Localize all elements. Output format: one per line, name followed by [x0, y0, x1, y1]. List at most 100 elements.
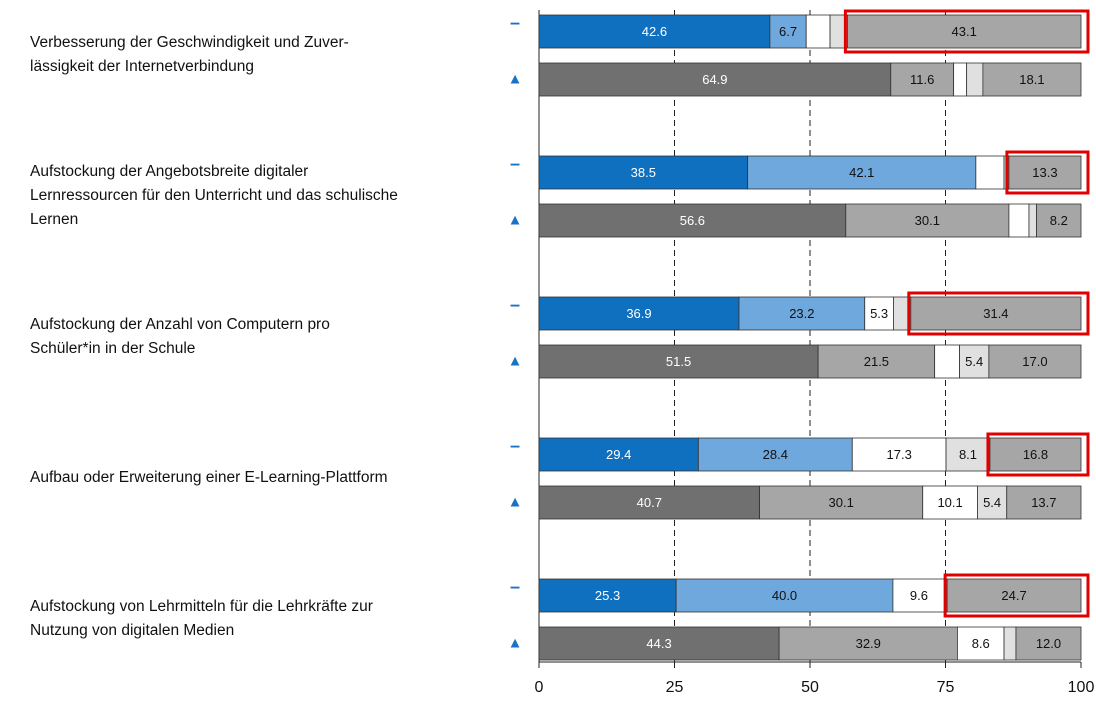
- bar-segment: [538, 485, 760, 520]
- bar-segment: [1015, 626, 1082, 661]
- value-label: 23.2: [789, 306, 814, 321]
- bar-segment: [805, 14, 831, 49]
- bar-segment: [538, 626, 780, 661]
- bar-segment: [538, 203, 847, 238]
- row-marker: ▲: [508, 70, 523, 87]
- value-label: 28.4: [763, 447, 788, 462]
- value-label: 30.1: [829, 495, 854, 510]
- value-label: 24.7: [1001, 588, 1026, 603]
- bar-segment: [747, 155, 977, 190]
- bar-segment: [957, 626, 1005, 661]
- value-label: 25.3: [595, 588, 620, 603]
- x-tick-label: 75: [937, 679, 955, 696]
- row-marker: ▲: [508, 352, 523, 369]
- value-label: 17.3: [887, 447, 912, 462]
- bar-segment: [538, 62, 892, 97]
- value-label: 32.9: [856, 636, 881, 651]
- bar-segment: [538, 344, 819, 379]
- bar-segment: [845, 203, 1010, 238]
- row-marker: ▲: [508, 634, 523, 651]
- value-label: 44.3: [646, 636, 671, 651]
- bar-segment: [975, 155, 1005, 190]
- bar-segment: [846, 14, 1082, 49]
- x-tick-label: 25: [666, 679, 684, 696]
- bar-segment: [890, 62, 955, 97]
- value-label: 16.8: [1023, 447, 1048, 462]
- bar-segment: [538, 437, 699, 472]
- bar-segment: [959, 344, 990, 379]
- bar-segment: [538, 578, 677, 613]
- bar-segment: [945, 437, 991, 472]
- category-label: Nutzung von digitalen Medien: [30, 622, 234, 639]
- value-label: 5.3: [870, 306, 888, 321]
- category-label: Lernressourcen für den Unterricht und da…: [30, 187, 398, 204]
- value-label: 51.5: [666, 354, 691, 369]
- value-label: 17.0: [1022, 354, 1047, 369]
- value-label: 13.3: [1032, 165, 1057, 180]
- bar-segment: [989, 437, 1082, 472]
- bar-segment: [922, 485, 978, 520]
- bar-segment: [538, 155, 749, 190]
- value-label: 8.2: [1050, 213, 1068, 228]
- bar-segment: [934, 344, 960, 379]
- bar-segment: [966, 62, 984, 97]
- value-label: 40.0: [772, 588, 797, 603]
- row-marker: –: [510, 12, 520, 32]
- value-label: 42.1: [849, 165, 874, 180]
- category-label: Aufbau oder Erweiterung einer E-Learning…: [30, 469, 388, 486]
- highlight-box: [907, 291, 1090, 336]
- x-tick-label: 100: [1068, 679, 1095, 696]
- bar-segment: [946, 578, 1082, 613]
- bar-segment: [1003, 626, 1017, 661]
- highlight-box: [943, 573, 1090, 618]
- row-marker: ▲: [508, 211, 523, 228]
- bar-segment: [910, 296, 1082, 331]
- x-tick-label: 0: [535, 679, 544, 696]
- value-label: 10.1: [937, 495, 962, 510]
- value-label: 11.6: [910, 72, 934, 87]
- highlight-box: [986, 432, 1090, 477]
- bar-segment: [977, 485, 1008, 520]
- value-label: 36.9: [626, 306, 651, 321]
- row-marker: –: [510, 576, 520, 596]
- category-label: Verbesserung der Geschwindigkeit und Zuv…: [30, 34, 349, 51]
- value-label: 8.1: [959, 447, 977, 462]
- bar-segment: [1036, 203, 1082, 238]
- x-tick-label: 50: [801, 679, 819, 696]
- value-label: 5.4: [983, 495, 1001, 510]
- category-label: Aufstockung von Lehrmitteln für die Lehr…: [30, 598, 373, 615]
- value-label: 8.6: [972, 636, 990, 651]
- bar-segment: [864, 296, 894, 331]
- bar-segment: [982, 62, 1082, 97]
- row-marker: –: [510, 153, 520, 173]
- value-label: 43.1: [952, 24, 977, 39]
- category-label: lässigkeit der Internetverbindung: [30, 58, 254, 75]
- value-label: 38.5: [631, 165, 656, 180]
- row-marker: –: [510, 435, 520, 455]
- category-label: Aufstockung der Anzahl von Computern pro: [30, 316, 330, 333]
- highlight-box: [1005, 150, 1090, 195]
- value-label: 9.6: [910, 588, 928, 603]
- value-label: 5.4: [965, 354, 983, 369]
- value-label: 64.9: [702, 72, 727, 87]
- bar-segment: [738, 296, 866, 331]
- bar-segment: [851, 437, 947, 472]
- bar-segment: [817, 344, 936, 379]
- value-label: 29.4: [606, 447, 631, 462]
- value-label: 42.6: [642, 24, 667, 39]
- bar-segment: [697, 437, 853, 472]
- bar-segment: [892, 578, 946, 613]
- bar-segment: [953, 62, 968, 97]
- value-label: 56.6: [680, 213, 705, 228]
- bar-segment: [1028, 203, 1037, 238]
- value-label: 40.7: [637, 495, 662, 510]
- value-label: 30.1: [915, 213, 940, 228]
- bar-segment: [988, 344, 1082, 379]
- highlight-box: [843, 9, 1090, 54]
- row-marker: –: [510, 294, 520, 314]
- row-marker: ▲: [508, 493, 523, 510]
- value-label: 13.7: [1031, 495, 1056, 510]
- value-label: 21.5: [864, 354, 889, 369]
- value-label: 18.1: [1019, 72, 1044, 87]
